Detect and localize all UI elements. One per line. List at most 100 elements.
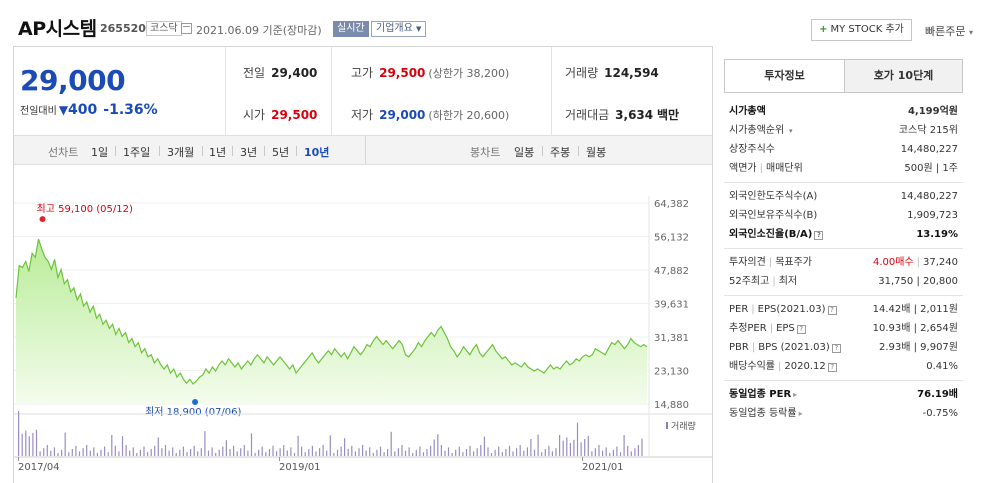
amount-label: 거래대금 xyxy=(565,108,610,122)
low-price: 저가 29,000 (하한가 20,600) xyxy=(351,106,509,123)
prev-close-value: 29,400 xyxy=(271,66,318,80)
period-3y[interactable]: 3년 xyxy=(240,146,258,159)
volume-bar xyxy=(222,446,224,456)
volume-bar xyxy=(283,445,285,456)
volume-bar xyxy=(175,453,177,456)
help-icon[interactable]: ? xyxy=(796,325,806,334)
tab-invest-info[interactable]: 투자정보 xyxy=(725,60,844,92)
x-tick-label: 2019/01 xyxy=(279,462,321,473)
help-icon[interactable]: ? xyxy=(814,231,824,240)
realtime-button[interactable]: 실시간 xyxy=(333,21,369,37)
low-label: 저가 xyxy=(351,108,374,122)
stock-code: 265520 xyxy=(100,22,146,35)
upper-limit: (상한가 38,200) xyxy=(428,67,510,80)
volume-bar xyxy=(533,449,536,456)
calendar-icon xyxy=(181,23,192,34)
volume-bar xyxy=(519,445,521,456)
candle-weekly[interactable]: 주봉 xyxy=(550,146,571,159)
divider xyxy=(542,146,543,156)
candle-monthly[interactable]: 월봉 xyxy=(586,146,607,159)
tab-order-book[interactable]: 호가 10단계 xyxy=(844,60,962,92)
sector-per-label[interactable]: 동일업종 PER ▸ xyxy=(729,385,797,404)
candle-daily[interactable]: 일봉 xyxy=(514,146,535,159)
y-tick-label: 31,381 xyxy=(654,333,689,344)
volume-bar xyxy=(304,452,306,456)
volume-bar xyxy=(580,442,582,456)
volume-bar xyxy=(250,433,253,456)
volume-bar xyxy=(93,447,95,456)
info-group-sector: 동일업종 PER ▸ 76.19배 동일업종 등락률 ▸ -0.75% xyxy=(724,381,963,427)
period-3m[interactable]: 3개월 xyxy=(167,146,195,159)
down-triangle-icon: ▼ xyxy=(58,103,69,117)
y-tick-label: 23,130 xyxy=(654,367,689,378)
period-1w[interactable]: 1주일 xyxy=(123,146,151,159)
volume-bar xyxy=(612,449,614,456)
help-icon[interactable]: ▾ xyxy=(788,127,793,135)
help-icon[interactable]: ? xyxy=(831,344,841,353)
volume-bar xyxy=(433,439,435,456)
volume-bar xyxy=(336,449,339,456)
invest-tabs: 투자정보 호가 10단계 xyxy=(724,59,963,93)
volume-bar xyxy=(523,450,525,456)
volume-bar xyxy=(358,448,360,456)
volume-bar xyxy=(272,445,274,456)
volume-bar xyxy=(75,445,77,456)
volume-bar xyxy=(82,448,84,456)
per-eps-label: PER | EPS(2021.03)? xyxy=(729,300,837,319)
sector-chg-label[interactable]: 동일업종 등락률 ▸ xyxy=(729,404,803,423)
volume-bar xyxy=(505,449,507,456)
help-icon[interactable]: ? xyxy=(827,363,837,372)
company-info-dropdown[interactable]: 기업개요 ▼ xyxy=(371,21,427,37)
add-mystock-button[interactable]: + MY STOCK 추가 xyxy=(811,19,912,41)
volume-bar xyxy=(308,449,310,456)
volume-bar xyxy=(261,446,263,456)
volume-bar xyxy=(641,438,643,456)
current-price: 29,000 xyxy=(20,64,126,97)
volume-bar xyxy=(530,439,532,456)
quick-order-link[interactable]: 빠른주문 ▾ xyxy=(925,23,973,39)
volume-bar xyxy=(605,447,607,456)
chevron-down-icon: ▼ xyxy=(416,25,422,33)
volume-bar xyxy=(602,450,604,456)
invest-panel: 투자정보 호가 10단계 시가총액 4,199억원 시가총액순위 ▾ 코스닥 215위… xyxy=(724,59,963,427)
volume-bars xyxy=(18,411,643,456)
volume-bar xyxy=(89,450,91,456)
volume-bar xyxy=(243,445,245,456)
volume-bar xyxy=(229,449,231,456)
volume-bar xyxy=(498,446,500,456)
help-icon[interactable]: ? xyxy=(827,306,837,315)
opinion-label: 투자의견 | 목표주가 xyxy=(729,257,812,268)
volume-bar xyxy=(125,445,127,456)
volume-bar xyxy=(562,440,564,456)
period-10y[interactable]: 10년 xyxy=(304,146,330,159)
volume-bar xyxy=(57,453,59,456)
volume-bar xyxy=(451,453,453,456)
volume-value: 124,594 xyxy=(604,66,659,80)
volume-bar xyxy=(362,445,364,456)
line-chart-title: 선차트 xyxy=(48,146,79,159)
volume-bar xyxy=(609,453,611,456)
volume-bar xyxy=(236,451,238,456)
x-tick-label: 2021/01 xyxy=(582,462,624,473)
volume-bar xyxy=(172,447,174,456)
volume-bar xyxy=(512,451,514,456)
foreign-limit-value: 14,480,227 xyxy=(900,191,958,202)
volume-bar xyxy=(297,435,299,456)
volume-bar xyxy=(537,434,539,456)
volume-bar xyxy=(21,433,23,456)
volume-bar xyxy=(293,453,296,456)
volume-bar xyxy=(548,445,550,456)
volume-bar xyxy=(569,443,571,456)
volume-legend-icon xyxy=(666,422,668,429)
volume-bar xyxy=(444,450,446,456)
week52-label: 52주최고 | 최저 xyxy=(729,276,798,287)
volume-bar xyxy=(68,452,70,456)
price-chart[interactable]: 64,382 56,132 47,882 39,631 31,381 23,130 14,8… xyxy=(14,166,712,483)
volume-bar xyxy=(215,453,217,456)
high-label: 고가 xyxy=(351,66,374,80)
period-1d[interactable]: 1일 xyxy=(91,146,109,159)
volume-bar xyxy=(559,435,561,456)
period-5y[interactable]: 5년 xyxy=(272,146,290,159)
period-1y[interactable]: 1년 xyxy=(209,146,227,159)
target-price: 37,240 xyxy=(923,257,958,268)
